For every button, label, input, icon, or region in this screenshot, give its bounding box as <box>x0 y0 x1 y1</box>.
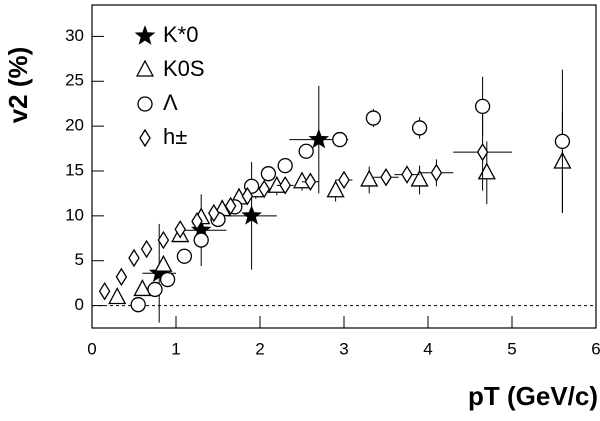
legend-marker <box>137 96 153 112</box>
legend-label: K0S <box>163 56 205 81</box>
point <box>133 279 152 297</box>
x-tick-label: 2 <box>255 339 264 358</box>
point <box>474 98 491 115</box>
point <box>326 180 345 198</box>
x-tick-label: 0 <box>87 339 96 358</box>
legend-label: K*0 <box>163 22 198 47</box>
legend-marker <box>139 128 151 148</box>
point <box>430 163 443 183</box>
point <box>411 120 428 136</box>
y-tick-label: 30 <box>65 26 84 45</box>
point <box>401 165 413 184</box>
point <box>298 143 314 159</box>
point <box>191 212 203 231</box>
point <box>476 142 489 162</box>
point <box>360 169 379 187</box>
y-tick-label: 20 <box>65 116 84 135</box>
point <box>115 267 128 287</box>
point <box>410 169 429 187</box>
point <box>224 196 237 216</box>
y-tick-label: 15 <box>65 160 84 179</box>
y-tick-label: 10 <box>65 205 84 224</box>
point <box>130 297 146 313</box>
legend-marker <box>134 25 156 45</box>
point <box>98 281 111 301</box>
point <box>241 186 254 206</box>
y-tick-label: 5 <box>75 250 84 269</box>
point <box>174 220 186 239</box>
x-tick-label: 6 <box>591 339 600 358</box>
x-tick-label: 5 <box>507 339 516 358</box>
point <box>380 168 392 187</box>
point <box>279 176 291 195</box>
legend-label: Λ <box>163 90 178 115</box>
legend-label: h± <box>163 124 187 149</box>
point <box>554 133 571 150</box>
point <box>128 248 140 268</box>
y-tick-label: 0 <box>75 295 84 314</box>
legend-marker <box>135 59 155 77</box>
y-tick-label: 25 <box>65 71 84 90</box>
point <box>154 254 173 272</box>
point <box>277 157 293 174</box>
x-tick-label: 4 <box>423 339 432 358</box>
x-tick-label: 3 <box>339 339 348 358</box>
y-axis-label: v2 (%) <box>3 47 33 124</box>
point <box>176 248 193 264</box>
point <box>304 172 317 191</box>
point <box>140 239 153 259</box>
point <box>258 179 270 199</box>
point <box>193 232 209 248</box>
point <box>332 131 348 148</box>
point <box>157 230 170 250</box>
x-tick-label: 1 <box>171 339 180 358</box>
point <box>308 128 330 149</box>
point <box>208 203 220 223</box>
point <box>147 281 163 298</box>
point <box>338 170 350 190</box>
x-axis-label: pT (GeV/c) <box>468 381 598 411</box>
point <box>260 166 277 182</box>
point <box>365 110 382 126</box>
point <box>159 271 176 288</box>
point <box>108 287 127 305</box>
point <box>477 162 496 180</box>
point <box>241 204 262 225</box>
